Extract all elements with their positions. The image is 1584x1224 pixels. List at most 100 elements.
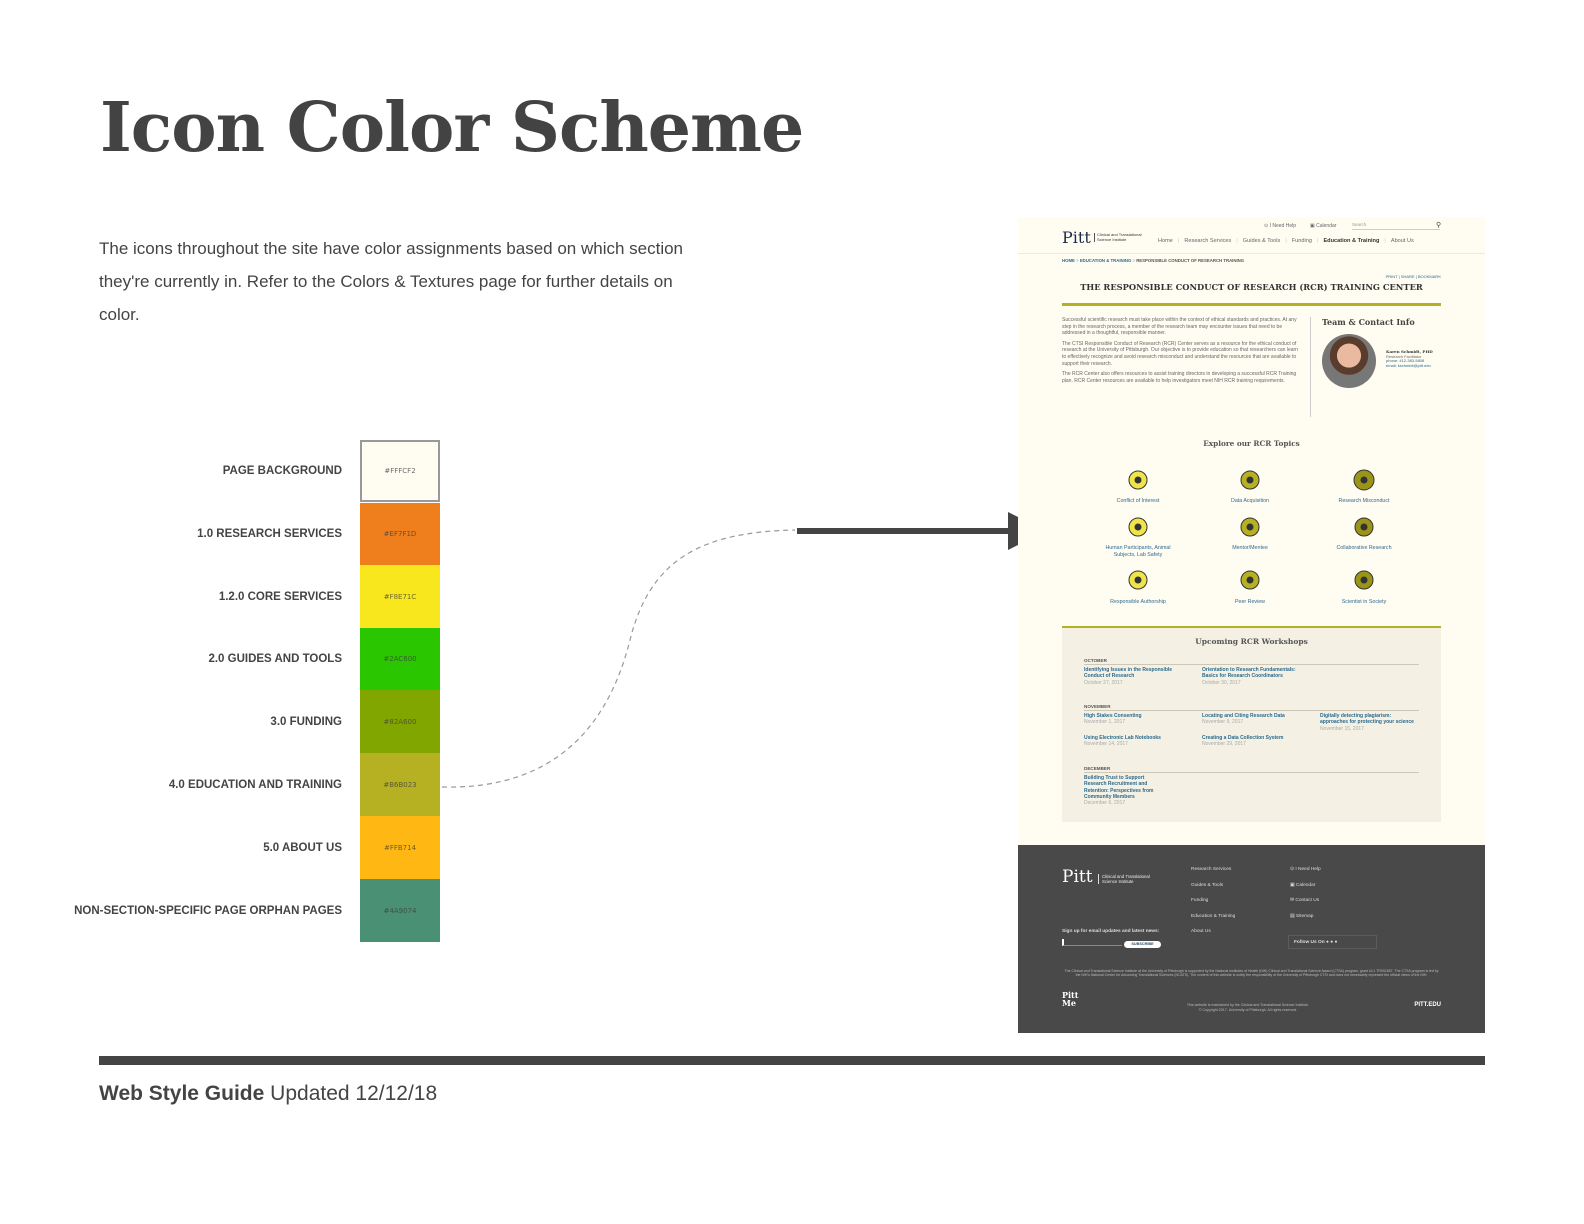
topic-human-participants-animal-subjects-lab-safety-icon[interactable] (1126, 515, 1150, 539)
topic-conflict-of-interest-icon[interactable] (1126, 468, 1150, 492)
search-input[interactable]: Search (1352, 222, 1440, 230)
topic-responsible-authorship-icon[interactable] (1126, 568, 1150, 592)
footer-link[interactable]: About Us (1191, 929, 1211, 934)
topic-link[interactable]: Mentor/Mentee (1232, 545, 1268, 551)
action-bookmark[interactable]: BOOKMARK (1417, 274, 1441, 279)
email-input[interactable] (1062, 939, 1122, 946)
workshop-title[interactable]: High Stakes Consenting (1084, 713, 1142, 719)
workshop-title[interactable]: Identifying Issues in the Responsible Co… (1084, 667, 1173, 680)
topic-link[interactable]: Peer Review (1234, 599, 1266, 605)
footer-link[interactable]: Guides & Tools (1191, 882, 1224, 888)
nav-item[interactable]: Guides & Tools (1242, 238, 1281, 244)
footer-util-link[interactable]: ▣ Calendar (1290, 883, 1315, 888)
page-title: Icon Color Scheme (100, 88, 804, 168)
nav-item[interactable]: Research Services (1184, 238, 1232, 244)
workshop-item[interactable]: Locating and Citing Research Data Novembe… (1202, 713, 1302, 726)
calendar-link[interactable]: ▣ Calendar (1310, 223, 1337, 229)
footer-util-link[interactable]: ✉ Contact Us (1290, 898, 1319, 903)
topic-link[interactable]: Scientist in Society (1341, 599, 1387, 605)
footer-link[interactable]: Research Services (1191, 867, 1232, 872)
workshop-title[interactable]: Orientation to Research Fundamentals: Ba… (1202, 667, 1296, 680)
topics-heading: Explore our RCR Topics (1203, 439, 1300, 448)
swatch-hex: #EF7F1D (383, 530, 417, 538)
nav-divider: | (1285, 238, 1287, 244)
mock-heading: THE RESPONSIBLE CONDUCT OF RESEARCH (RCR… (1080, 282, 1423, 292)
footer-link[interactable]: Education & Training (1191, 913, 1236, 919)
intro-body: Successful scientific research must take… (1062, 317, 1300, 388)
logo-line-1: Clinical and Translational (1097, 232, 1142, 237)
body-paragraph: Successful scientific research must take… (1062, 317, 1297, 337)
logo-line-2: Science Institute (1097, 236, 1127, 242)
workshop-item[interactable]: Identifying Issues in the Responsible Co… (1084, 667, 1184, 686)
workshop-item[interactable]: Orientation to Research Fundamentals: Ba… (1202, 667, 1302, 686)
topic-link[interactable]: Human Participants, Animal Subjects, Lab… (1105, 545, 1171, 558)
footer-util-link[interactable]: ▤ Sitemap (1290, 914, 1313, 919)
twitter-icon[interactable]: ● (1330, 940, 1334, 945)
workshop-date: November 29, 2017 (1202, 741, 1246, 748)
pitt-me-logo[interactable]: Pitt Me (1062, 990, 1079, 1008)
workshop-item[interactable]: High Stakes Consenting November 1, 2017 (1084, 713, 1184, 726)
facebook-icon[interactable]: ● (1326, 940, 1329, 945)
topic-link[interactable]: Collaborative Research (1336, 545, 1392, 551)
nav-item[interactable]: Funding (1291, 238, 1312, 244)
topic-data-acquisition-icon[interactable] (1238, 468, 1262, 492)
signup-label: Sign up for email updates and latest new… (1062, 929, 1160, 934)
workshop-title[interactable]: Creating a Data Collection System (1202, 735, 1284, 741)
workshop-item[interactable]: Creating a Data Collection System Novembe… (1202, 735, 1302, 748)
footer-pitt-logo[interactable]: Pitt (1062, 867, 1093, 887)
subscribe-button[interactable]: SUBSCRIBE (1124, 941, 1161, 948)
pitt-logo[interactable]: Pitt (1062, 228, 1091, 247)
topic-mentor-mentee-icon[interactable] (1238, 515, 1262, 539)
month-header: OCTOBER (1084, 658, 1419, 665)
pitt-edu-link[interactable]: PITT.EDU (1414, 1002, 1441, 1008)
workshop-item[interactable]: Using Electronic Lab Notebooks November 1… (1084, 735, 1184, 748)
workshop-title[interactable]: Using Electronic Lab Notebooks (1084, 735, 1161, 741)
breadcrumb-item[interactable]: HOME (1062, 258, 1075, 263)
updated-date: Updated 12/12/18 (270, 1082, 438, 1105)
body-paragraph: The CTSI Responsible Conduct of Research… (1062, 340, 1298, 367)
body-paragraph: The RCR Center also offers resources to … (1062, 371, 1297, 384)
ctsi-logo-text: Clinical and Translational Science Instit… (1094, 232, 1142, 243)
contact-email[interactable]: email: kschmidt@pitt.edu (1386, 362, 1431, 368)
calendar-label: Calendar (1316, 223, 1337, 229)
workshop-title[interactable]: Digitally detecting plagiarism: approach… (1320, 713, 1414, 726)
footer-link[interactable]: Funding (1191, 898, 1209, 903)
topic-research-misconduct-icon[interactable] (1352, 468, 1376, 492)
workshop-date: October 30, 2017 (1202, 679, 1241, 686)
contact-avatar (1322, 334, 1376, 388)
footer-util-link[interactable]: ⊙ I Need Help (1290, 867, 1321, 872)
topic-link[interactable]: Data Acquisition (1231, 498, 1269, 504)
workshop-title[interactable]: Locating and Citing Research Data (1202, 713, 1285, 719)
nav-divider: | (1316, 238, 1319, 244)
nav-item[interactable]: Education & Training (1323, 238, 1380, 244)
topic-link[interactable]: Responsible Authorship (1110, 599, 1166, 605)
nav-item[interactable]: Home (1158, 238, 1173, 244)
workshop-item[interactable]: Building Trust to Support Research Recru… (1084, 775, 1166, 806)
calendar-icon: ▣ (1290, 882, 1296, 888)
action-share[interactable]: SHARE (1400, 274, 1415, 279)
topic-link[interactable]: Conflict of Interest (1116, 498, 1160, 504)
workshop-date: November 14, 2017 (1084, 741, 1128, 748)
help-link[interactable]: ⊙ I Need Help (1264, 223, 1296, 229)
nav-item[interactable]: About Us (1390, 238, 1414, 244)
workshop-item[interactable]: Digitally detecting plagiarism: approach… (1320, 713, 1420, 732)
swatch-label: 5.0 ABOUT US (263, 841, 342, 854)
footer-util-label: I Need Help (1295, 867, 1321, 872)
swatch-hex: #FFFCF2 (384, 467, 416, 475)
search-icon[interactable]: ⚲ (1436, 222, 1442, 229)
topic-link[interactable]: Research Misconduct (1338, 498, 1390, 504)
contact-heading: Team & Contact Info (1322, 317, 1415, 327)
swatch-label: 1.0 RESEARCH SERVICES (197, 528, 342, 540)
footer-util-label: Calendar (1295, 882, 1316, 888)
breadcrumb-item: RESPONSIBLE CONDUCT OF RESEARCH TRAINING (1136, 258, 1245, 263)
action-print[interactable]: PRINT (1385, 274, 1398, 279)
workshop-title[interactable]: Building Trust to Support Research Recru… (1084, 775, 1154, 800)
maintained-text: This website is maintained by the Clinic… (1186, 1003, 1310, 1007)
topic-scientist-in-society-icon[interactable] (1352, 568, 1376, 592)
linkedin-icon[interactable]: ● (1334, 940, 1338, 945)
breadcrumb-item[interactable]: EDUCATION & TRAINING (1079, 258, 1132, 263)
topic-peer-review-icon[interactable] (1238, 568, 1262, 592)
help-label: I Need Help (1269, 223, 1296, 229)
topic-collaborative-research-icon[interactable] (1352, 515, 1376, 539)
contact-phone[interactable]: phone: 412-383-5808 (1386, 358, 1425, 364)
